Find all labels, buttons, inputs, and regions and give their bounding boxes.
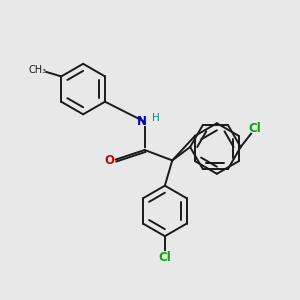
Text: O: O (104, 154, 114, 167)
Text: Cl: Cl (158, 251, 171, 264)
Text: CH₃: CH₃ (29, 65, 47, 76)
Text: N: N (137, 115, 147, 128)
Text: Cl: Cl (248, 122, 261, 135)
Text: H: H (152, 113, 160, 123)
